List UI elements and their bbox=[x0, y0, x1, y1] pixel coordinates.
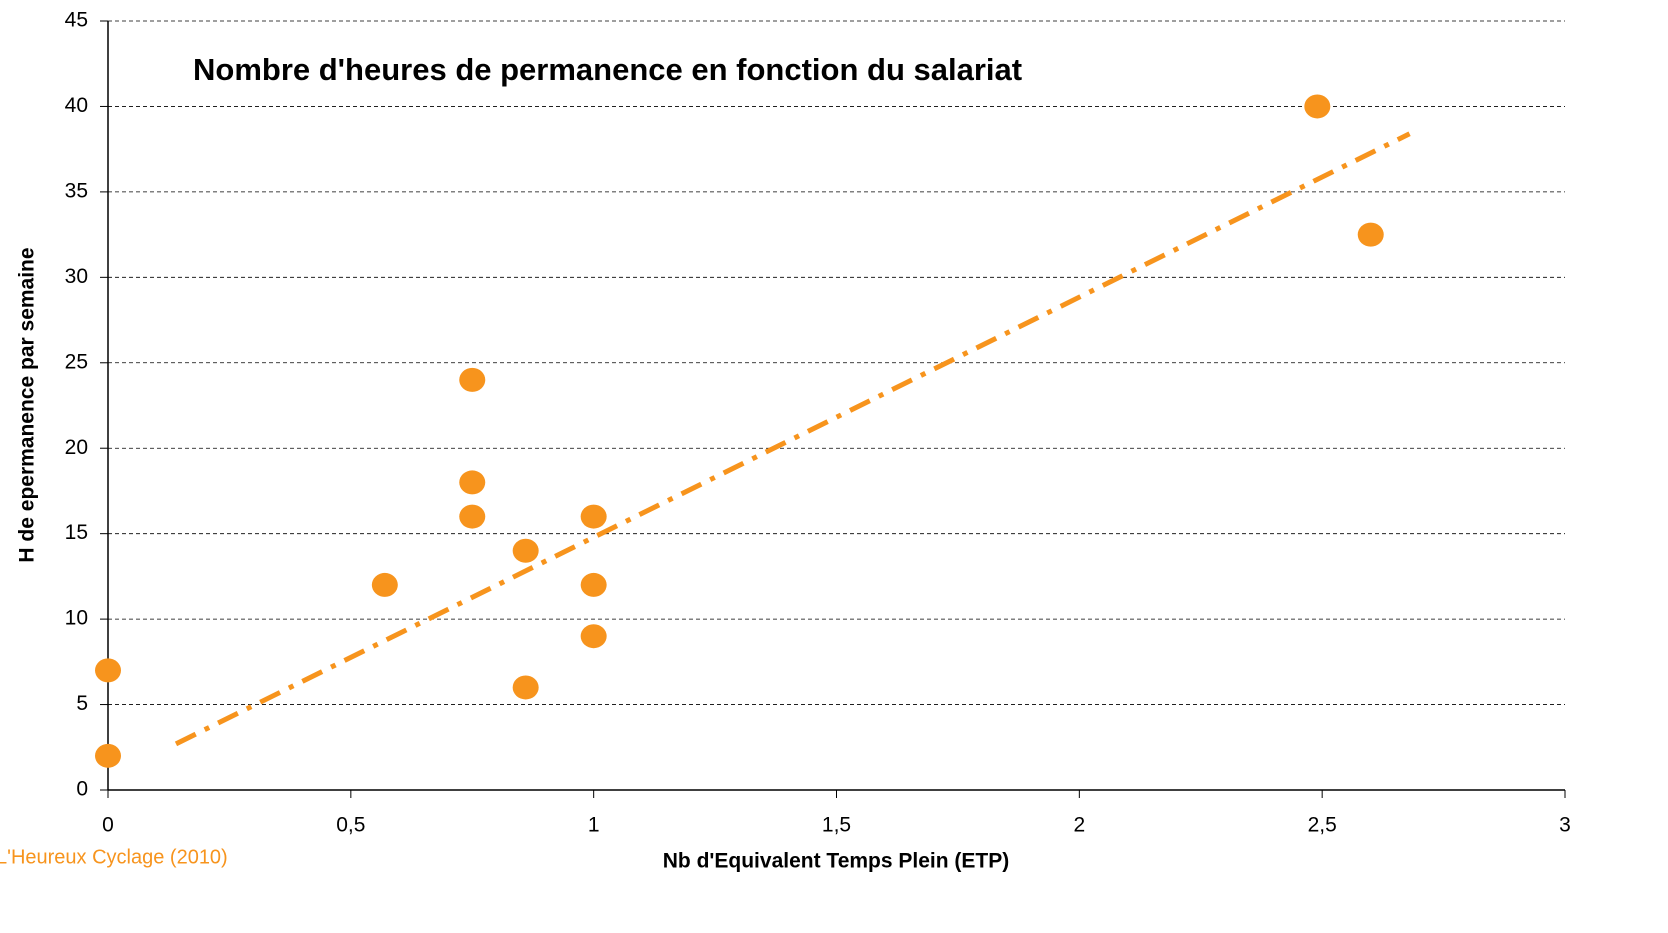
y-tick-label: 20 bbox=[65, 436, 88, 459]
y-tick-label: 30 bbox=[65, 265, 88, 288]
point bbox=[459, 470, 486, 495]
y-tick-label: 35 bbox=[65, 179, 88, 202]
point bbox=[580, 624, 607, 649]
x-axis-label: Nb d'Equivalent Temps Plein (ETP) bbox=[663, 850, 1009, 873]
point bbox=[95, 743, 121, 768]
point bbox=[1304, 94, 1331, 119]
y-axis-label: H de epermanence par semaine bbox=[16, 247, 39, 562]
y-tick-label: 40 bbox=[65, 94, 88, 117]
point bbox=[459, 504, 486, 529]
point bbox=[512, 675, 539, 700]
x-tick-label: 0,5 bbox=[336, 814, 365, 837]
y-tick-label: 45 bbox=[65, 9, 88, 32]
point bbox=[580, 504, 607, 529]
x-tick-label: 1,5 bbox=[822, 814, 851, 837]
point bbox=[371, 572, 398, 597]
source: L'Heureux Cyclage (2010) bbox=[0, 846, 228, 868]
y-tick-label: 25 bbox=[65, 350, 88, 373]
y-tick-label: 5 bbox=[76, 692, 88, 715]
x-tick-label: 2 bbox=[1073, 814, 1085, 837]
trendline bbox=[174, 131, 1411, 747]
point bbox=[512, 538, 539, 563]
y-tick-label: 10 bbox=[65, 607, 88, 630]
chart-title: Nombre d'heures de permanence en fonctio… bbox=[193, 52, 1022, 87]
point bbox=[580, 572, 607, 597]
y-tick-label: 0 bbox=[76, 778, 88, 801]
point bbox=[95, 658, 121, 683]
x-tick-label: 0 bbox=[102, 814, 114, 837]
y-tick-label: 15 bbox=[65, 521, 88, 544]
x-tick-label: 1 bbox=[588, 814, 600, 837]
point bbox=[1357, 222, 1384, 247]
x-tick-label: 2,5 bbox=[1308, 814, 1337, 837]
x-tick-label: 3 bbox=[1559, 814, 1571, 837]
point bbox=[459, 367, 486, 392]
